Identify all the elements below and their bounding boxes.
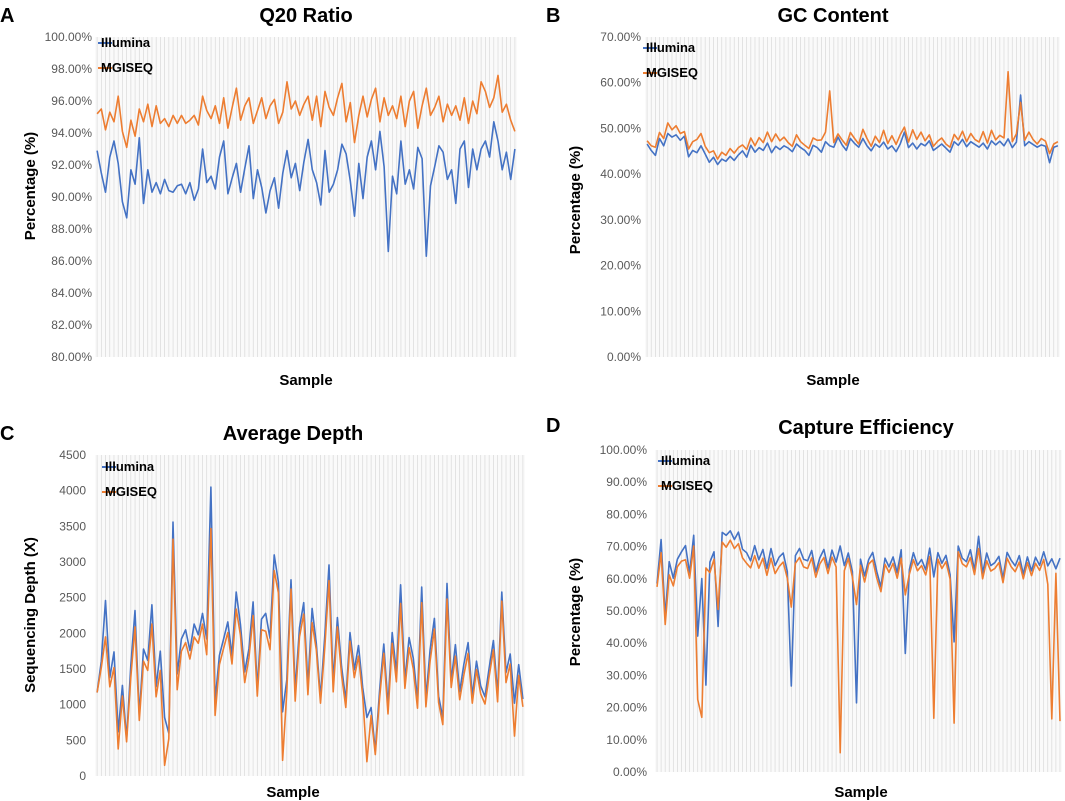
panel-b-gc-content: B GC Content Sample Percentage (%) 0.00%…	[546, 5, 1060, 389]
panel-b-y-tick-label: 60.00%	[600, 76, 641, 90]
legend-label-illumina: Illumina	[101, 35, 151, 50]
panel-c-series-mgiseq-line	[96, 527, 524, 767]
panel-c-legend: Illumina MGISEQ	[102, 459, 157, 499]
panel-c-y-tick-label: 3000	[59, 555, 86, 569]
panel-d-series-illumina-line	[656, 529, 1061, 704]
panel-a-x-axis-label: Sample	[279, 372, 332, 389]
panel-d-y-tick-label: 60.00%	[606, 572, 647, 586]
panel-b-y-tick-label: 10.00%	[600, 304, 641, 318]
legend-label-illumina: Illumina	[661, 453, 711, 468]
panel-a-letter: A	[0, 5, 14, 27]
panel-b-y-tick-label: 70.00%	[600, 30, 641, 44]
panel-a-y-tick-label: 86.00%	[51, 254, 92, 268]
panel-b-plot-area	[645, 37, 1060, 357]
panel-b-y-tick-label: 0.00%	[607, 350, 641, 364]
panel-d-vertical-gridlines	[656, 450, 1061, 772]
panel-a-y-tick-label: 98.00%	[51, 62, 92, 76]
legend-label-illumina: Illumina	[105, 459, 155, 474]
panel-c-x-axis-label: Sample	[266, 784, 319, 801]
legend-label-mgiseq: MGISEQ	[105, 484, 157, 499]
legend-label-mgiseq: MGISEQ	[101, 60, 153, 75]
panel-a-y-tick-label: 90.00%	[51, 190, 92, 204]
legend-label-mgiseq: MGISEQ	[661, 478, 713, 493]
panel-a-y-tick-label: 80.00%	[51, 350, 92, 364]
panel-a-y-axis-label: Percentage (%)	[22, 132, 39, 240]
panel-a-y-tick-label: 84.00%	[51, 286, 92, 300]
panel-d-x-axis-label: Sample	[834, 784, 887, 801]
legend-label-illumina: Illumina	[646, 40, 696, 55]
panel-a-y-tick-label: 88.00%	[51, 222, 92, 236]
panel-d-y-tick-label: 50.00%	[606, 604, 647, 618]
panel-b-y-tick-label: 20.00%	[600, 259, 641, 273]
panel-b-y-tick-label: 50.00%	[600, 121, 641, 135]
panel-c-letter: C	[0, 423, 14, 445]
panel-b-title: GC Content	[777, 5, 888, 27]
panel-a-series-illumina-line	[96, 121, 516, 258]
panel-d-capture-efficiency: D Capture Efficiency Sample Percentage (…	[546, 415, 1062, 801]
panel-b-x-axis-label: Sample	[806, 372, 859, 389]
panel-c-y-tick-label: 1500	[59, 662, 86, 676]
panel-a-y-tick-label: 100.00%	[45, 30, 93, 44]
panel-c-y-tick-label: 2000	[59, 626, 86, 640]
panel-b-vertical-gridlines	[646, 37, 1059, 357]
panel-d-y-tick-label: 70.00%	[606, 540, 647, 554]
panel-a-plot-area	[95, 37, 517, 357]
panel-d-y-tick-label: 20.00%	[606, 701, 647, 715]
panel-d-y-tick-label: 80.00%	[606, 507, 647, 521]
panel-c-y-tick-label: 500	[66, 733, 86, 747]
panel-d-series-mgiseq-line	[656, 539, 1061, 754]
panel-a-vertical-gridlines	[96, 37, 516, 357]
panel-a-series-mgiseq-line	[96, 74, 516, 149]
panel-d-y-tick-label: 30.00%	[606, 668, 647, 682]
panel-c-plot-area	[95, 455, 525, 776]
panel-c-y-tick-label: 4500	[59, 448, 86, 462]
panel-c-y-tick-label: 2500	[59, 591, 86, 605]
panel-c-y-tick-label: 3500	[59, 519, 86, 533]
panel-a-y-tick-label: 96.00%	[51, 94, 92, 108]
panel-d-y-tick-label: 90.00%	[606, 475, 647, 489]
panel-c-y-axis-label: Sequencing Depth (X)	[22, 537, 39, 693]
panel-d-legend: Illumina MGISEQ	[658, 453, 713, 493]
panel-b-legend: Illumina MGISEQ	[643, 40, 698, 80]
panel-c-average-depth: C Average Depth Sample Sequencing Depth …	[0, 423, 525, 801]
panel-a-legend: Illumina MGISEQ	[98, 35, 153, 75]
panel-b-letter: B	[546, 5, 560, 27]
panel-d-y-tick-label: 40.00%	[606, 636, 647, 650]
legend-label-mgiseq: MGISEQ	[646, 65, 698, 80]
panel-b-y-tick-label: 40.00%	[600, 167, 641, 181]
panel-d-y-tick-label: 10.00%	[606, 733, 647, 747]
panel-d-y-tick-label: 0.00%	[613, 765, 647, 779]
panel-c-y-tick-label: 1000	[59, 698, 86, 712]
panel-b-y-tick-label: 30.00%	[600, 213, 641, 227]
panel-b-y-axis-label: Percentage (%)	[567, 146, 584, 254]
panel-a-title: Q20 Ratio	[259, 5, 352, 27]
panel-d-letter: D	[546, 415, 560, 437]
panel-b-series-mgiseq-line	[646, 70, 1059, 160]
panel-a-y-tick-label: 92.00%	[51, 158, 92, 172]
panel-c-y-tick-label: 0	[79, 769, 86, 783]
panel-d-title: Capture Efficiency	[778, 417, 954, 439]
panel-a-y-tick-label: 82.00%	[51, 318, 92, 332]
panel-d-y-axis-label: Percentage (%)	[567, 558, 584, 666]
panel-a-q20-ratio: A Q20 Ratio Sample Percentage (%) 80.00%…	[0, 5, 517, 389]
panel-c-y-tick-label: 4000	[59, 484, 86, 498]
panel-a-y-tick-label: 94.00%	[51, 126, 92, 140]
panel-d-y-tick-label: 100.00%	[600, 443, 648, 457]
panel-b-series-illumina-line	[646, 94, 1059, 166]
panel-c-title: Average Depth	[223, 423, 363, 445]
